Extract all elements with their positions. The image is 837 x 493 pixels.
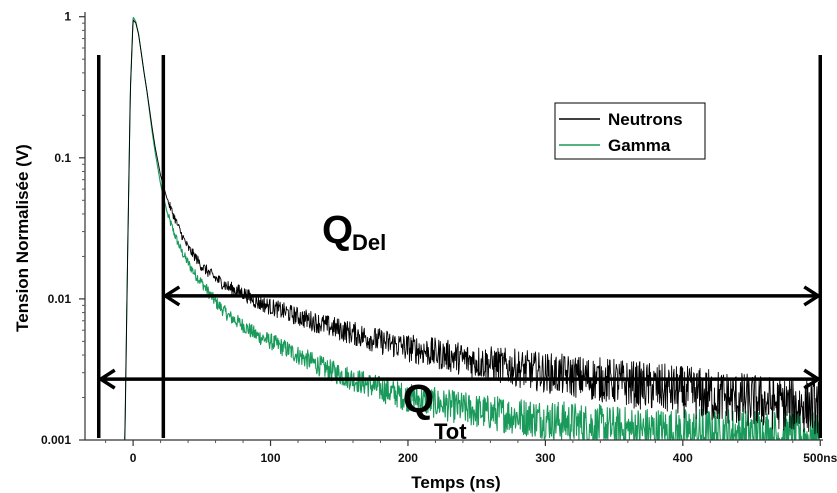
arrow-head-left-tot: [97, 368, 116, 390]
y-tick-label-1: 0.1: [54, 151, 71, 165]
x-tick-label-5: 500ns: [803, 451, 837, 465]
y-axis-title: Tension Normalisée (V): [13, 144, 32, 332]
x-tick-label-4: 400: [673, 451, 693, 465]
arrow-head-right-tot: [803, 368, 822, 390]
y-tick-label-0: 1: [64, 10, 71, 24]
axes: 1 0.1 0.01 0.001 0 100 200 300 400 500ns: [41, 10, 837, 465]
y-tick-label-3: 0.001: [41, 433, 71, 447]
integration-markers: [96, 55, 823, 438]
y-tick-label-2: 0.01: [48, 292, 72, 306]
x-axis-title: Temps (ns): [411, 473, 500, 492]
x-tick-label-0: 0: [130, 451, 137, 465]
qtot-subscript: Tot: [434, 419, 467, 444]
arrow-head-left-del: [162, 285, 181, 307]
qdel-subscript: Del: [352, 230, 386, 255]
annotation-qtot: Q Tot: [403, 377, 467, 444]
legend: Neutrons Gamma: [554, 102, 706, 160]
plot-area: 1 0.1 0.01 0.001 0 100 200 300 400 500ns: [41, 10, 837, 465]
series-line-neutrons: [98, 19, 821, 441]
arrow-head-right-del: [803, 285, 822, 307]
series-layer: [98, 16, 821, 441]
x-tick-label-1: 100: [261, 451, 281, 465]
series-line-gamma: [124, 16, 820, 441]
qtot-symbol: Q: [403, 377, 434, 421]
legend-label-gamma: Gamma: [608, 136, 671, 155]
legend-box: [554, 102, 706, 160]
legend-label-neutrons: Neutrons: [608, 110, 683, 129]
x-tick-label-3: 300: [535, 451, 555, 465]
qdel-symbol: Q: [322, 208, 353, 252]
annotation-qdel: Q Del: [322, 208, 386, 255]
x-tick-label-2: 200: [398, 451, 418, 465]
